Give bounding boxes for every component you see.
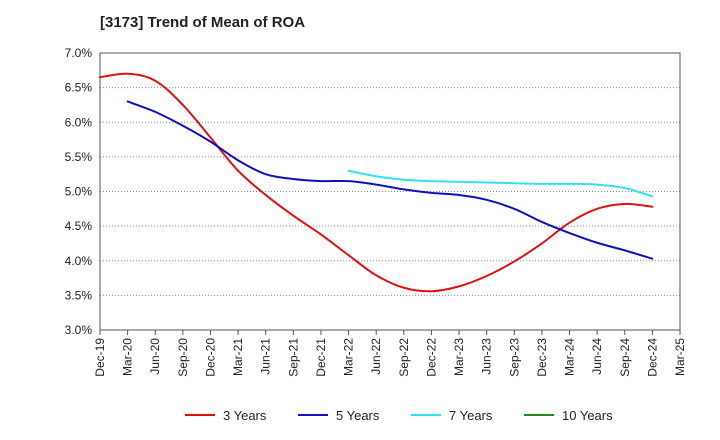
x-tick-label: Sep-20 [176,338,190,377]
x-tick-label: Dec-23 [535,338,549,377]
x-tick-label: Mar-21 [231,338,245,376]
x-tick-label: Sep-24 [618,338,632,377]
x-tick-label: Mar-20 [121,338,135,376]
x-tick-label: Mar-24 [563,338,577,376]
x-tick-label: Sep-21 [286,338,300,377]
x-tick-label: Dec-24 [645,338,659,377]
x-tick-label: Jun-22 [369,338,383,375]
y-axis-ticks: 3.0% 3.5% 4.0% 4.5% 5.0% 5.5% 6.0% 6.5% 7.0% [65,46,93,337]
legend-label: 10 Years [562,408,613,423]
legend-label: 5 Years [336,408,380,423]
x-axis-ticks: Dec-19 Mar-20 Jun-20 Sep-20 Dec-20 Mar-21 Jun-… [93,330,687,377]
plot-area [99,52,681,331]
series-line-5-years [126,100,654,260]
y-tick-label: 5.5% [65,150,93,164]
series-line-7-years [347,169,654,198]
x-tick-label: Mar-22 [342,338,356,376]
x-tick-label: Jun-23 [480,338,494,375]
series-lines [99,72,654,293]
y-tick-label: 3.5% [65,288,93,302]
x-tick-label: Jun-24 [590,338,604,375]
grid-lines [100,87,680,296]
y-tick-label: 6.0% [65,115,93,129]
x-tick-label: Mar-25 [673,338,687,376]
x-tick-label: Sep-22 [397,338,411,377]
legend-label: 3 Years [223,408,267,423]
legend-label: 7 Years [449,408,493,423]
x-tick-label: Jun-21 [259,338,273,375]
series-line-3-years [99,72,654,293]
x-tick-label: Dec-21 [314,338,328,377]
y-tick-label: 4.0% [65,254,93,268]
x-tick-label: Dec-20 [203,338,217,377]
y-tick-label: 6.5% [65,81,93,95]
x-tick-label: Sep-23 [507,338,521,377]
x-tick-label: Mar-23 [452,338,466,376]
chart-title: [3173] Trend of Mean of ROA [100,14,306,31]
legend: 3 Years 5 Years 7 Years 10 Years [185,408,613,423]
x-tick-label: Jun-20 [148,338,162,375]
y-tick-label: 5.0% [65,185,93,199]
x-tick-label: Dec-19 [93,338,107,377]
y-tick-label: 7.0% [65,46,93,60]
x-tick-label: Dec-22 [424,338,438,377]
y-tick-label: 4.5% [65,219,93,233]
y-tick-label: 3.0% [65,323,93,337]
